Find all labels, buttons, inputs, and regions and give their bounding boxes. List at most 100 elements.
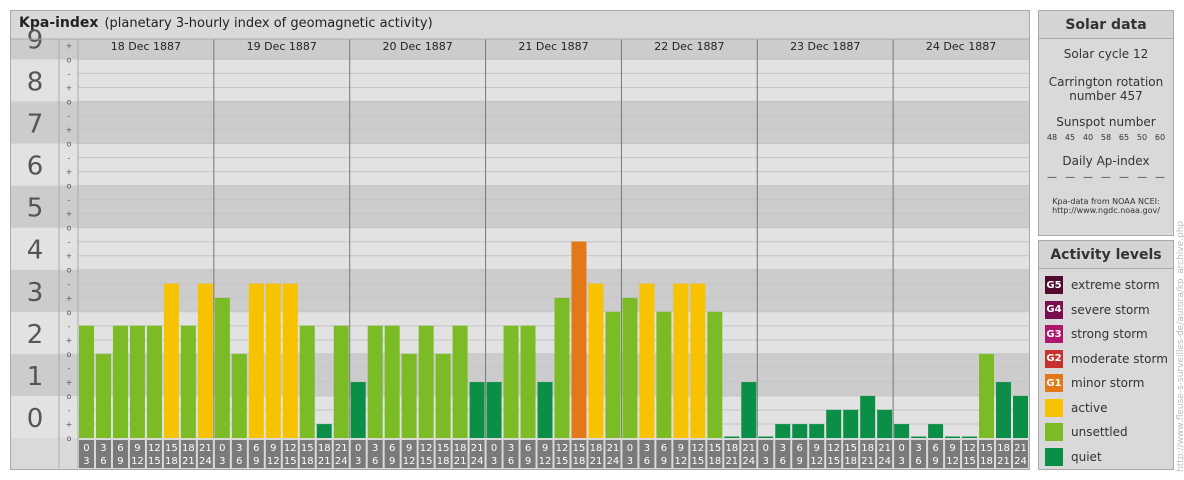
interval-box — [79, 440, 94, 468]
interval-box — [741, 440, 757, 468]
interval-end-label: 9 — [932, 456, 938, 467]
y-minor-mark: o — [67, 350, 72, 359]
interval-start-label: 0 — [763, 443, 769, 454]
kp-bar — [707, 311, 723, 438]
interval-end-label: 3 — [763, 456, 769, 467]
kp-bar — [486, 382, 502, 438]
interval-start-label: 6 — [661, 443, 667, 454]
interval-box — [962, 440, 978, 468]
level-band — [11, 227, 1029, 270]
y-minor-mark: + — [66, 126, 73, 135]
interval-start-label: 9 — [406, 443, 412, 454]
interval-start-label: 21 — [1014, 443, 1027, 454]
interval-start-label: 21 — [199, 443, 212, 454]
chart-subtitle: (planetary 3-hourly index of geomagnetic… — [104, 16, 433, 31]
legend-label: severe storm — [1071, 302, 1150, 317]
interval-box — [894, 440, 910, 468]
kp-bar — [1013, 395, 1028, 438]
interval-end-label: 3 — [83, 456, 89, 467]
chart-title: Kpa-index (planetary 3-hourly index of ge… — [19, 15, 433, 31]
ap-index-value: — — [1065, 172, 1075, 183]
interval-end-label: 21 — [997, 456, 1010, 467]
kp-bar — [469, 382, 485, 438]
interval-end-label: 24 — [471, 456, 484, 467]
interval-start-label: 9 — [270, 443, 276, 454]
interval-start-label: 0 — [627, 443, 633, 454]
sunspot-value: 40 — [1082, 133, 1094, 142]
interval-start-label: 21 — [471, 443, 484, 454]
interval-end-label: 12 — [674, 456, 687, 467]
interval-start-label: 18 — [861, 443, 874, 454]
kp-bar — [945, 436, 961, 438]
kp-bar — [741, 382, 757, 438]
chart-title-name: Kpa-index — [19, 15, 99, 31]
kp-bar — [571, 241, 587, 438]
y-minor-mark: - — [68, 69, 71, 78]
kp-bar — [758, 436, 774, 438]
interval-start-label: 21 — [878, 443, 891, 454]
interval-box — [775, 440, 791, 468]
kp-bar — [656, 311, 672, 438]
kp-bar — [418, 325, 434, 438]
interval-start-label: 18 — [725, 443, 738, 454]
y-minor-mark: - — [68, 196, 71, 205]
kp-bar — [588, 283, 604, 438]
interval-end-label: 12 — [946, 456, 959, 467]
interval-start-label: 3 — [508, 443, 514, 454]
interval-box — [605, 440, 621, 468]
interval-start-label: 12 — [420, 443, 433, 454]
interval-start-label: 18 — [182, 443, 195, 454]
level-band — [11, 101, 1029, 144]
kp-bar — [792, 424, 808, 438]
y-tick-label: 1 — [27, 362, 44, 392]
interval-end-label: 15 — [827, 456, 840, 467]
kp-bar — [894, 424, 910, 438]
interval-end-label: 24 — [335, 456, 348, 467]
level-band — [11, 39, 1029, 60]
kp-bar — [248, 283, 264, 438]
legend-swatch: G2 — [1045, 349, 1063, 368]
carrington-line-1: Carrington rotation — [1048, 75, 1164, 89]
day-label: 23 Dec 1887 — [790, 40, 860, 53]
kp-bar — [520, 325, 536, 438]
interval-box — [384, 440, 400, 468]
interval-box — [656, 440, 672, 468]
legend-item: G1 minor storm — [1039, 371, 1173, 396]
legend-item: G3 strong storm — [1039, 322, 1173, 347]
interval-end-label: 12 — [810, 456, 823, 467]
interval-end-label: 9 — [661, 456, 667, 467]
interval-start-label: 12 — [556, 443, 569, 454]
interval-box — [860, 440, 876, 468]
interval-end-label: 6 — [508, 456, 514, 467]
interval-end-label: 3 — [355, 456, 361, 467]
y-minor-mark: - — [68, 406, 71, 415]
interval-box — [843, 440, 859, 468]
kp-bar — [622, 297, 638, 438]
kp-bar — [316, 424, 332, 438]
interval-box — [809, 440, 825, 468]
solar-data-panel: Solar data Solar cycle 12 Carrington rot… — [1038, 10, 1174, 236]
interval-start-label: 21 — [335, 443, 348, 454]
ap-index-value: — — [1155, 172, 1165, 183]
interval-end-label: 15 — [556, 456, 569, 467]
kp-bar — [860, 395, 876, 438]
interval-start-label: 3 — [236, 443, 242, 454]
legend-label: strong storm — [1071, 327, 1148, 342]
interval-end-label: 6 — [915, 456, 921, 467]
day-label: 21 Dec 1887 — [518, 40, 588, 53]
kp-bar — [112, 325, 128, 438]
kp-bar — [180, 325, 196, 438]
interval-end-label: 21 — [725, 456, 738, 467]
interval-start-label: 15 — [573, 443, 586, 454]
y-minor-mark: + — [66, 378, 73, 387]
interval-start-label: 15 — [437, 443, 450, 454]
interval-start-label: 12 — [284, 443, 297, 454]
interval-end-label: 6 — [644, 456, 650, 467]
kp-bar — [809, 424, 825, 438]
interval-box — [996, 440, 1012, 468]
interval-start-label: 3 — [780, 443, 786, 454]
kp-bar — [843, 409, 859, 438]
interval-box — [1013, 440, 1028, 468]
interval-end-label: 12 — [267, 456, 280, 467]
interval-end-label: 24 — [607, 456, 620, 467]
